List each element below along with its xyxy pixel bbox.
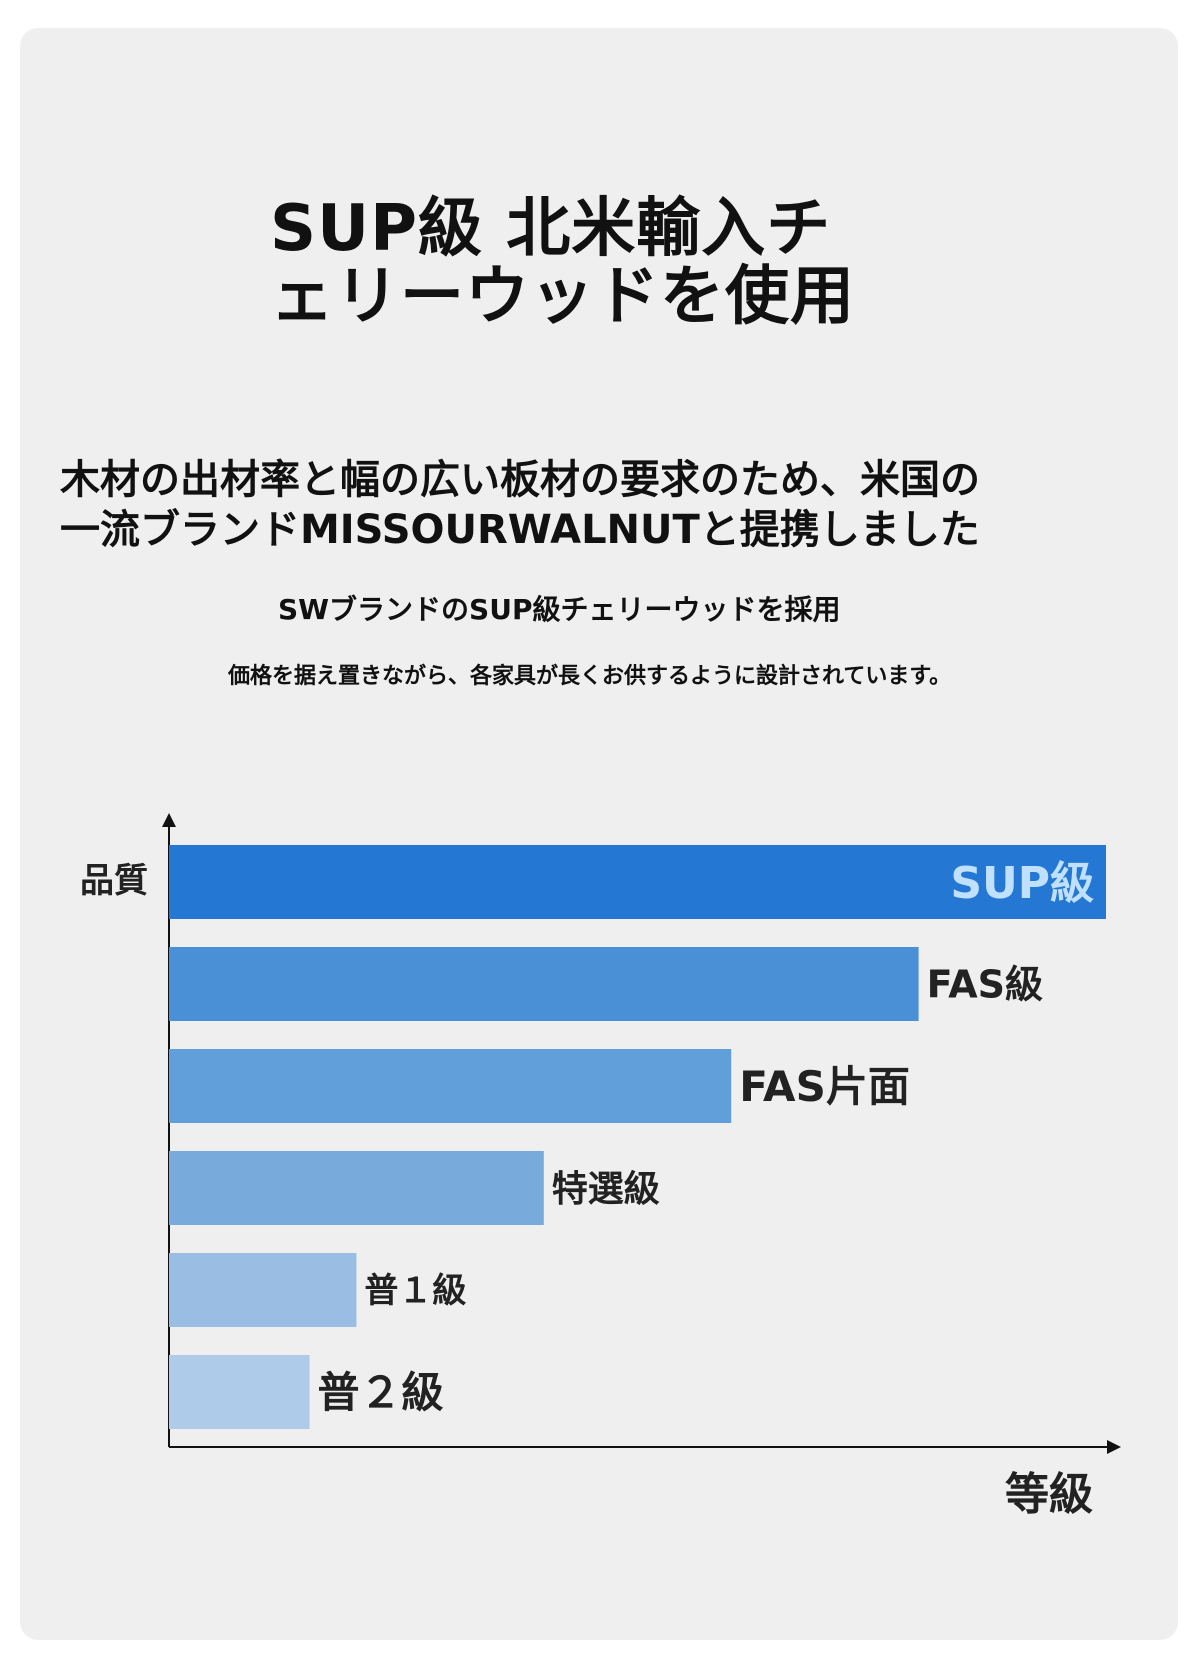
bar-5 — [169, 1355, 310, 1429]
bar-label-3: 特選級 — [552, 1169, 660, 1210]
title-line-2: ェリーウッドを使用 — [270, 260, 855, 334]
subtitle-line-2: 一流ブランドMISSOURWALNUTと提携しました — [60, 507, 980, 553]
subtitle: 木材の出材率と幅の広い板材の要求のため、米国の 一流ブランドMISSOURWAL… — [60, 455, 1160, 555]
bar-2 — [169, 1049, 732, 1123]
bar-label-0: SUP級 — [950, 858, 1094, 909]
bar-4 — [169, 1253, 357, 1327]
tagline: SWブランドのSUP級チェリーウッドを採用 — [278, 593, 841, 626]
bar-label-5: 普２級 — [318, 1368, 444, 1417]
bar-label-1: FAS級 — [927, 963, 1043, 1007]
subtitle-line-1: 木材の出材率と幅の広い板材の要求のため、米国の — [60, 457, 980, 503]
bar-0 — [169, 845, 1106, 919]
bar-1 — [169, 947, 919, 1021]
title-line-1: SUP級 北米輸入チ — [270, 192, 832, 266]
y-axis-label: 品質 — [80, 861, 148, 901]
bar-label-4: 普１級 — [364, 1271, 466, 1311]
page-title: SUP級 北米輸入チ ェリーウッドを使用 — [270, 195, 930, 331]
bar-label-2: FAS片面 — [739, 1062, 910, 1111]
description: 価格を据え置きながら、各家具が長くお供するように設計されています。 — [228, 664, 952, 689]
x-axis-label: 等級 — [1005, 1469, 1093, 1520]
bar-3 — [169, 1151, 544, 1225]
